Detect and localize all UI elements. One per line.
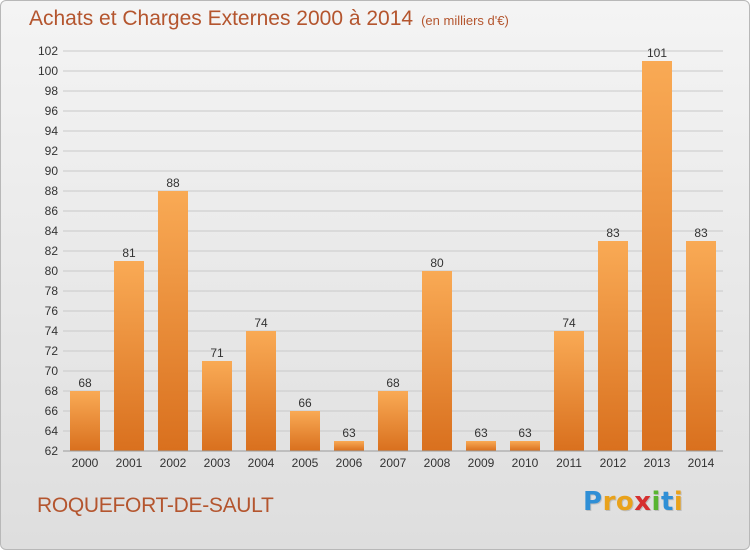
- data-label: 83: [606, 226, 620, 240]
- logo-letter: x: [634, 487, 652, 517]
- bar: [114, 261, 144, 451]
- title-text: Achats et Charges Externes 2000 à 2014: [29, 7, 414, 30]
- y-tick-label: 90: [45, 164, 59, 178]
- data-label: 68: [78, 376, 92, 390]
- x-tick-label: 2014: [688, 456, 715, 470]
- x-tick-label: 2001: [116, 456, 143, 470]
- data-label: 88: [166, 176, 180, 190]
- x-tick-label: 2003: [204, 456, 231, 470]
- bar: [686, 241, 716, 451]
- bar: [598, 241, 628, 451]
- bar: [510, 441, 540, 451]
- data-label: 68: [386, 376, 400, 390]
- bar: [422, 271, 452, 451]
- y-tick-label: 78: [45, 284, 59, 298]
- commune-name: ROQUEFORT-DE-SAULT: [37, 494, 274, 517]
- chart-title: Achats et Charges Externes 2000 à 2014 (e…: [29, 7, 509, 31]
- logo-letter: t: [660, 487, 674, 517]
- data-label: 63: [342, 426, 356, 440]
- y-tick-label: 102: [38, 44, 58, 58]
- data-label: 83: [694, 226, 708, 240]
- bar: [158, 191, 188, 451]
- y-tick-label: 68: [45, 384, 59, 398]
- x-tick-label: 2011: [556, 456, 582, 470]
- logo-letter: o: [615, 487, 635, 517]
- y-tick-label: 72: [45, 344, 59, 358]
- x-tick-label: 2006: [336, 456, 363, 470]
- y-tick-label: 76: [45, 304, 59, 318]
- x-tick-label: 2000: [72, 456, 99, 470]
- bar: [290, 411, 320, 451]
- logo-letter: r: [602, 487, 616, 517]
- logo-letter: i: [673, 487, 684, 517]
- x-tick-label: 2005: [292, 456, 319, 470]
- x-tick-label: 2004: [248, 456, 275, 470]
- proxiti-logo[interactable]: Proxiti: [583, 487, 683, 517]
- y-tick-label: 74: [45, 324, 59, 338]
- logo-letter: i: [651, 487, 661, 517]
- y-tick-label: 92: [45, 144, 59, 158]
- y-tick-label: 86: [45, 204, 59, 218]
- y-tick-label: 88: [45, 184, 59, 198]
- y-tick-label: 80: [45, 264, 59, 278]
- data-label: 63: [474, 426, 488, 440]
- y-tick-label: 70: [45, 364, 59, 378]
- logo-letter: P: [583, 487, 603, 517]
- bar: [554, 331, 584, 451]
- y-tick-label: 84: [45, 224, 59, 238]
- bar: [246, 331, 276, 451]
- y-tick-label: 62: [45, 444, 59, 458]
- data-label: 81: [122, 246, 136, 260]
- x-tick-label: 2010: [512, 456, 539, 470]
- data-label: 63: [518, 426, 532, 440]
- y-tick-label: 100: [38, 64, 58, 78]
- bar: [334, 441, 364, 451]
- x-tick-label: 2002: [160, 456, 187, 470]
- bar: [642, 61, 672, 451]
- data-label: 101: [647, 46, 667, 60]
- data-label: 66: [298, 396, 312, 410]
- y-tick-label: 96: [45, 104, 59, 118]
- unit-label: (en milliers d'€): [421, 13, 509, 28]
- x-tick-label: 2009: [468, 456, 495, 470]
- bar: [202, 361, 232, 451]
- axes: 62 64 66 68 70 72 74 76 78 80 82 84 86 88 90 92 94 96 98 10…: [38, 44, 723, 470]
- x-tick-label: 2013: [644, 456, 671, 470]
- y-tick-label: 82: [45, 244, 59, 258]
- data-label: 71: [210, 346, 224, 360]
- x-tick-label: 2008: [424, 456, 451, 470]
- bars: [70, 61, 716, 451]
- bar: [70, 391, 100, 451]
- y-tick-label: 64: [45, 424, 59, 438]
- y-tick-label: 66: [45, 404, 59, 418]
- y-tick-label: 98: [45, 84, 59, 98]
- x-tick-label: 2007: [380, 456, 407, 470]
- y-tick-label: 94: [45, 124, 59, 138]
- bar: [378, 391, 408, 451]
- bar: [466, 441, 496, 451]
- data-label: 74: [254, 316, 268, 330]
- x-tick-label: 2012: [600, 456, 627, 470]
- data-label: 74: [562, 316, 576, 330]
- data-label: 80: [430, 256, 444, 270]
